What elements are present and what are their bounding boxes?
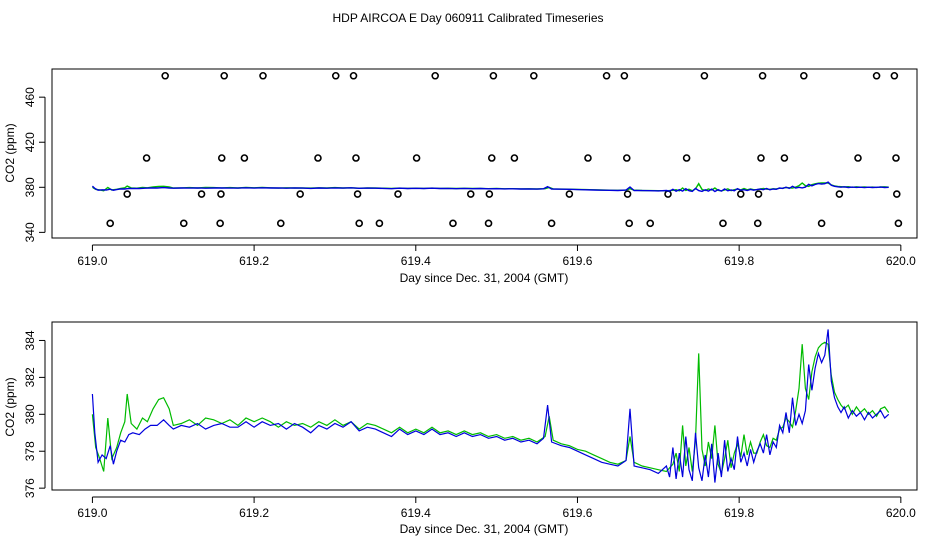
calibration-point [753, 219, 762, 228]
x-tick-label: 619.2 [239, 506, 269, 520]
x-tick-label: 620.0 [886, 506, 916, 520]
calibration-point [352, 154, 360, 162]
series-blue-line [91, 329, 890, 483]
calibration-point [240, 154, 249, 162]
bottom-plot-frame [51, 321, 918, 491]
calibration-point [682, 154, 691, 162]
calibration-point [625, 219, 634, 228]
x-tick-label: 619.6 [562, 506, 592, 520]
top-panel: 619.0 619.2 619.4 619.6 619.8 620.0 340 380 420… [3, 68, 918, 285]
calibration-point [623, 190, 632, 198]
calibration-point [217, 154, 226, 162]
x-tick-label: 619.4 [401, 506, 431, 520]
calibration-point [466, 190, 475, 198]
bottom-panel: 619.0 619.2 619.4 619.6 619.8 620.0 376 378 380… [3, 321, 918, 536]
calibration-point [331, 71, 340, 80]
top-series-blue-line [91, 181, 889, 193]
calibration-point [487, 154, 496, 162]
x-tick-label: 620.0 [886, 254, 916, 268]
top-x-axis-label: Day since Dec. 31, 2004 (GMT) [400, 271, 569, 285]
calibration-point [565, 190, 574, 198]
calibration-point [220, 71, 228, 80]
calibration-point [179, 219, 188, 228]
calibration-point [646, 219, 655, 228]
y-tick-label: 420 [23, 132, 37, 152]
calibration-point [353, 190, 362, 198]
calibration-point [757, 154, 765, 162]
calibration-point [892, 190, 901, 198]
calibration-point [584, 154, 592, 162]
calibration-point [314, 154, 322, 162]
calibration-point [602, 71, 611, 80]
calibration-point [754, 190, 763, 198]
calibration-point [547, 219, 556, 228]
calibration-point [892, 154, 900, 162]
calibration-point [276, 219, 285, 228]
calibration-point [700, 71, 709, 80]
bottom-x-axis: 619.0 619.2 619.4 619.6 619.8 620.0 [77, 496, 916, 520]
x-tick-label: 619.0 [77, 254, 107, 268]
x-tick-label: 619.8 [724, 254, 754, 268]
calibration-point [800, 71, 808, 80]
calibration-point [854, 154, 862, 162]
calibration-point [664, 190, 672, 198]
calibration-point [375, 219, 384, 228]
y-tick-label: 382 [23, 367, 37, 387]
x-tick-label: 619.8 [724, 506, 754, 520]
top-plot-frame [51, 68, 918, 239]
chart-title: HDP AIRCOA E Day 060911 Calibrated Times… [332, 11, 603, 25]
calibration-point [835, 190, 844, 198]
calibration-point [431, 71, 439, 80]
bottom-y-axis: 376 378 380 382 384 [23, 330, 46, 498]
calibration-point [758, 71, 767, 80]
calibration-point [484, 219, 493, 228]
y-tick-label: 340 [23, 222, 37, 242]
calibration-point [780, 154, 789, 162]
y-tick-label: 380 [23, 404, 37, 424]
calibration-point [620, 71, 629, 80]
y-tick-label: 380 [23, 177, 37, 197]
x-tick-label: 619.0 [77, 506, 107, 520]
x-tick-label: 619.4 [401, 254, 431, 268]
calibration-point [123, 190, 131, 198]
calibration-point [894, 219, 903, 228]
bottom-x-axis-label: Day since Dec. 31, 2004 (GMT) [400, 522, 569, 536]
calibration-point [259, 71, 267, 80]
calibration-point [449, 219, 457, 228]
calibration-point [197, 190, 206, 198]
y-tick-label: 378 [23, 441, 37, 461]
y-tick-label: 460 [23, 87, 37, 107]
top-y-axis-label: CO2 (ppm) [3, 123, 17, 182]
calibration-point [817, 219, 826, 228]
y-tick-label: 384 [23, 330, 37, 350]
calibration-point [736, 190, 745, 198]
series-green-line [91, 341, 890, 476]
top-x-axis: 619.0 619.2 619.4 619.6 619.8 620.0 [77, 244, 916, 268]
calibration-point [510, 154, 519, 162]
calibration-point [161, 71, 169, 80]
calibration-point [489, 71, 498, 80]
calibration-point [890, 71, 899, 80]
bottom-y-axis-label: CO2 (ppm) [3, 377, 17, 436]
calibration-point [485, 190, 494, 198]
x-tick-label: 619.2 [239, 254, 269, 268]
calibration-point [872, 71, 881, 80]
top-y-axis: 340 380 420 460 [23, 87, 46, 242]
calibration-point [217, 190, 225, 198]
calibration-point [394, 190, 402, 198]
x-tick-label: 619.6 [562, 254, 592, 268]
y-tick-label: 376 [23, 478, 37, 498]
calibration-points [106, 71, 903, 228]
calibration-point [355, 219, 363, 228]
calibration-point [142, 154, 151, 162]
calibration-point [216, 219, 224, 228]
calibration-point [530, 71, 538, 80]
calibration-point [412, 154, 421, 162]
calibration-point [296, 190, 304, 198]
calibration-point [719, 219, 727, 228]
calibration-point [349, 71, 358, 80]
calibration-point [106, 219, 115, 228]
calibration-point [622, 154, 631, 162]
